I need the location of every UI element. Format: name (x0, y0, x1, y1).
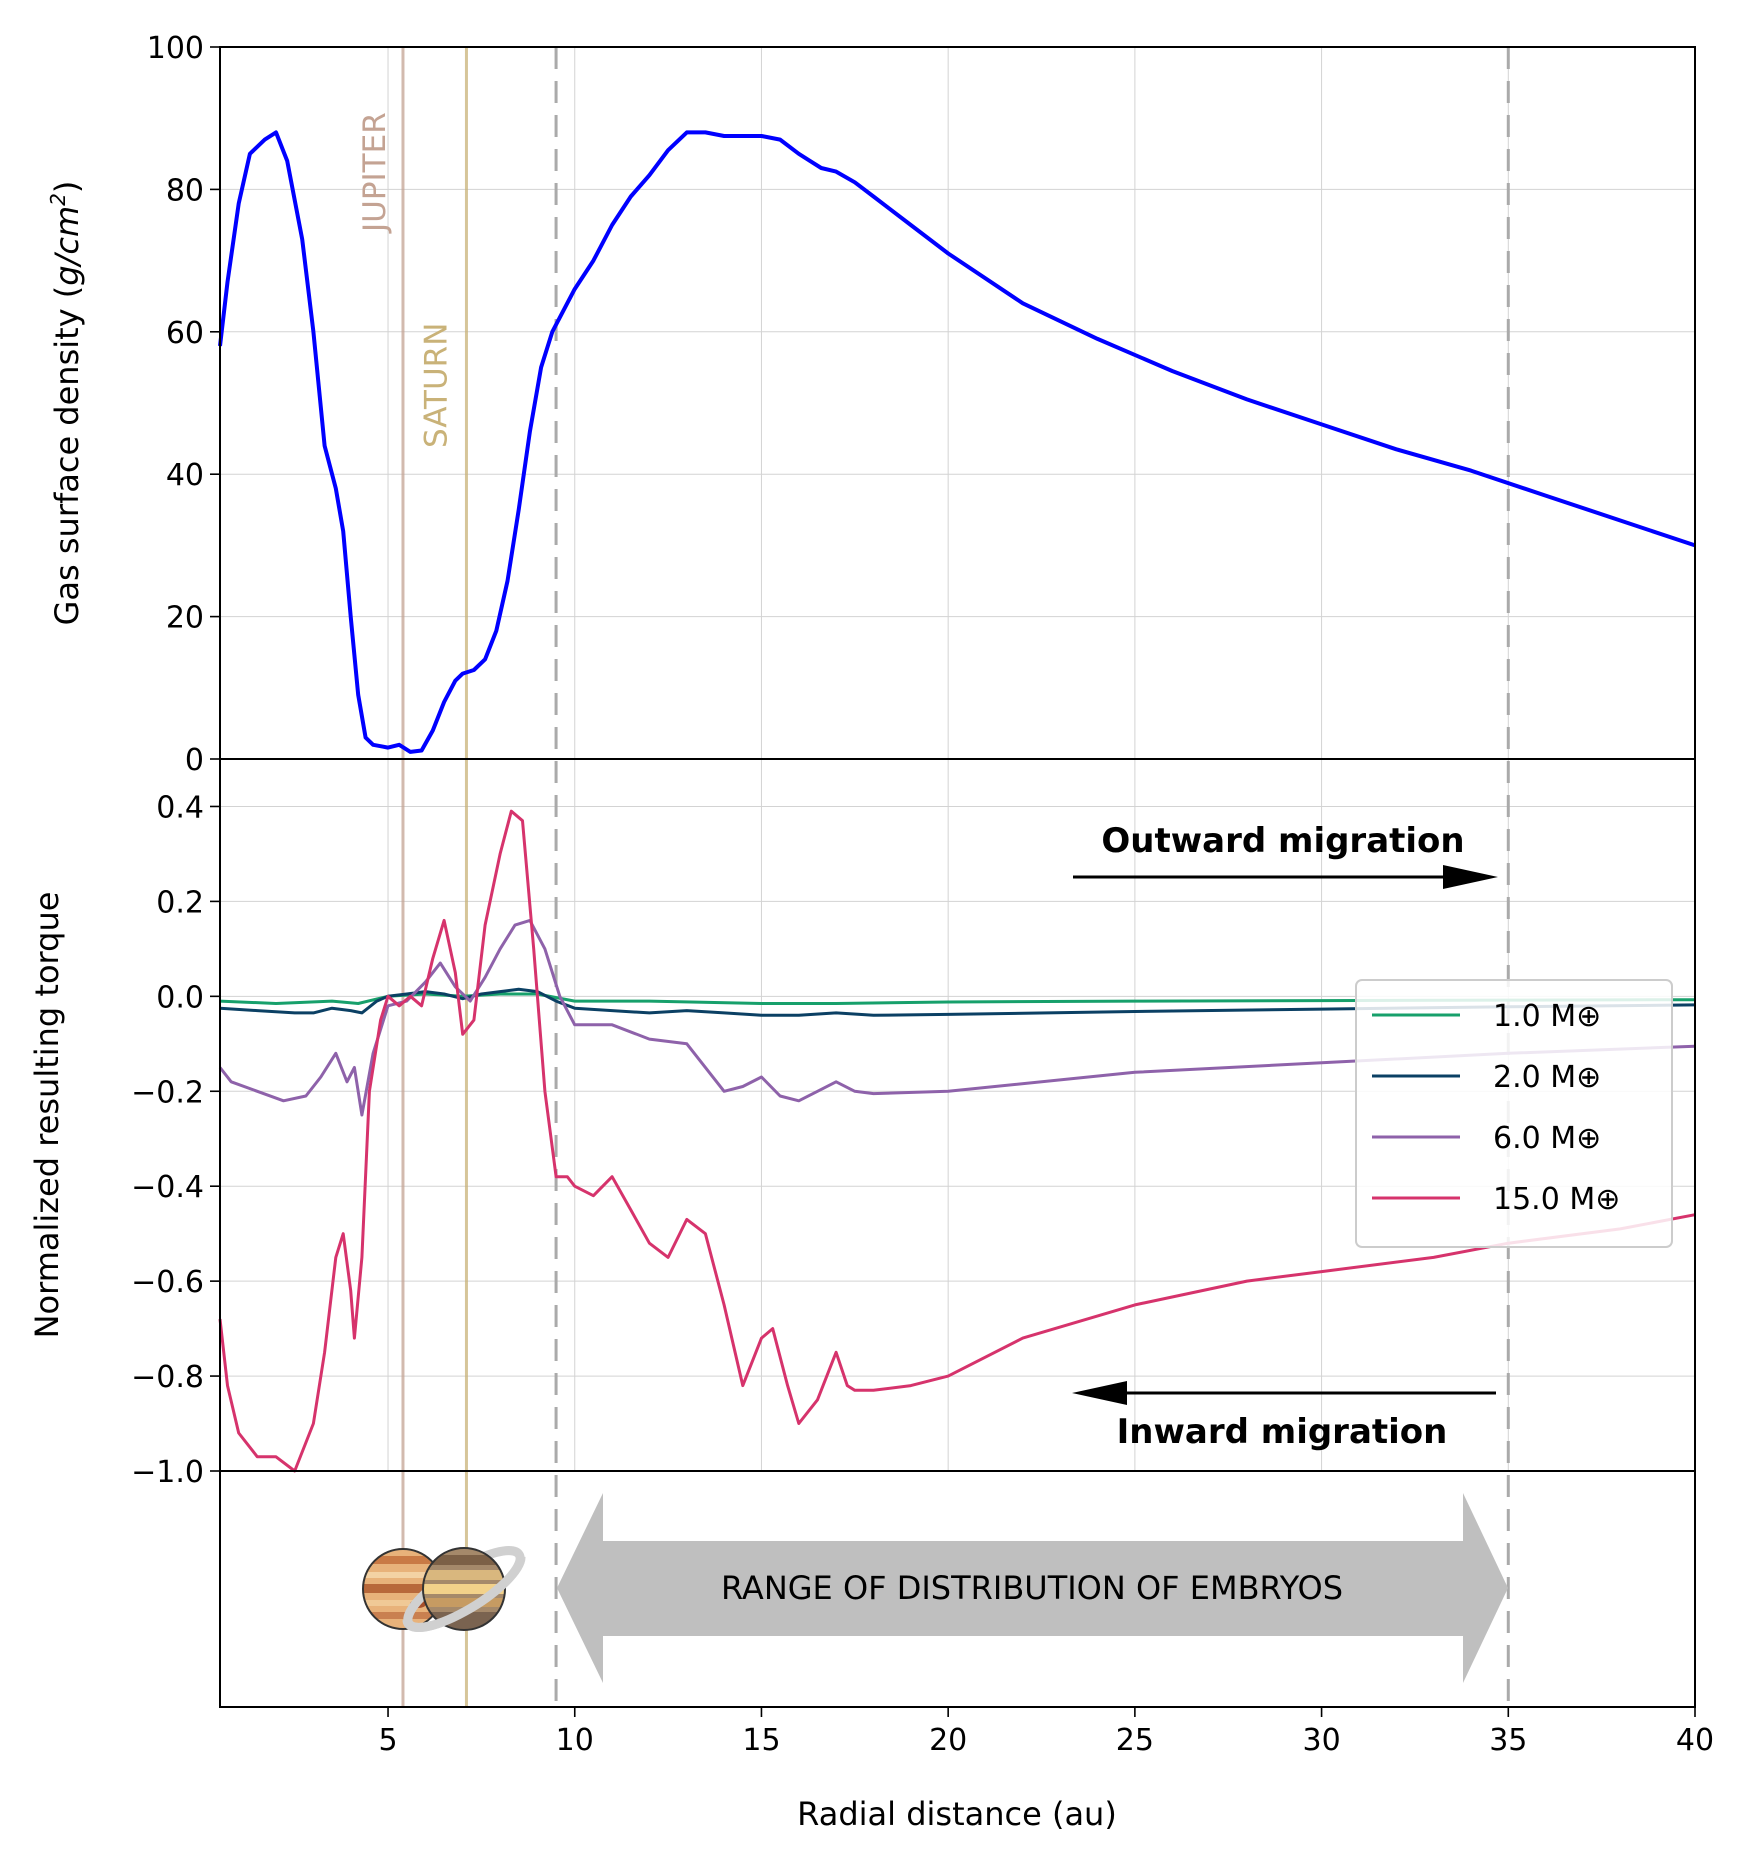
mid-ytick-label: −0.8 (131, 1360, 204, 1395)
legend: 1.0 M⊕ 2.0 M⊕ 6.0 M⊕ 15.0 M⊕ (1355, 979, 1673, 1248)
mid-ytick-label: −0.4 (131, 1170, 204, 1205)
mid-ytick-label: −1.0 (131, 1455, 204, 1490)
series-line-1.0 M⊕ (219, 992, 1696, 1005)
xtick-label: 25 (1116, 1723, 1154, 1758)
top-ytick-label: 100 (147, 31, 204, 66)
inward-migration-label: Inward migration (1117, 1412, 1448, 1452)
middle-panel-series (218, 809, 1696, 1473)
outward-migration-label: Outward migration (1101, 821, 1464, 861)
top-ytick-label: 80 (166, 173, 204, 208)
x-axis-label: Radial distance (au) (797, 1795, 1117, 1833)
mid-ytick-label: 0.0 (156, 980, 204, 1015)
series-line-Gas surface density (218, 130, 1696, 754)
range-double-arrow (557, 1493, 1508, 1683)
mid-ytick-label: −0.2 (131, 1075, 204, 1110)
mid-ytick-label: 0.2 (156, 885, 204, 920)
legend-label-2: 2.0 M⊕ (1493, 1060, 1601, 1095)
xtick-label: 30 (1302, 1723, 1340, 1758)
axis-ticks: 0 20 40 60 80 100 −1.0 −0.8 −0.6 −0.4 −0.2 0.0 0.2 0.… (131, 31, 1714, 1758)
series-line-15.0 M⊕ (218, 809, 1696, 1473)
xtick-label: 40 (1676, 1723, 1714, 1758)
xtick-label: 20 (929, 1723, 967, 1758)
legend-label-3: 6.0 M⊕ (1493, 1121, 1601, 1156)
mid-ytick-label: −0.6 (131, 1265, 204, 1300)
planet-lines (401, 47, 468, 1707)
top-ytick-label: 20 (166, 601, 204, 636)
top-ytick-label: 40 (166, 458, 204, 493)
top-ytick-label: 60 (166, 316, 204, 351)
bottom-panel-frame (219, 1470, 1696, 1708)
jupiter-label: JUPITER (357, 112, 393, 234)
top-ylabel: Gas surface density (g/cm2) (46, 181, 86, 626)
xtick-label: 5 (378, 1723, 397, 1758)
saturn-label: SATURN (418, 323, 454, 448)
series-line-2.0 M⊕ (219, 987, 1696, 1017)
saturn-icon (402, 1546, 526, 1632)
middle-ylabel: Normalized resulting torque (28, 892, 66, 1339)
inward-arrow-head (1072, 1381, 1127, 1405)
legend-label-4: 15.0 M⊕ (1493, 1182, 1620, 1217)
legend-label-1: 1.0 M⊕ (1493, 999, 1601, 1034)
xtick-label: 15 (742, 1723, 780, 1758)
range-label: RANGE OF DISTRIBUTION OF EMBRYOS (721, 1569, 1343, 1607)
top-panel-series (218, 130, 1696, 754)
outward-arrow-head (1443, 865, 1498, 889)
top-ytick-label: 0 (185, 743, 204, 778)
xtick-label: 10 (556, 1723, 594, 1758)
xtick-label: 35 (1489, 1723, 1527, 1758)
legend-box (1355, 979, 1673, 1248)
mid-ytick-label: 0.4 (156, 790, 204, 825)
